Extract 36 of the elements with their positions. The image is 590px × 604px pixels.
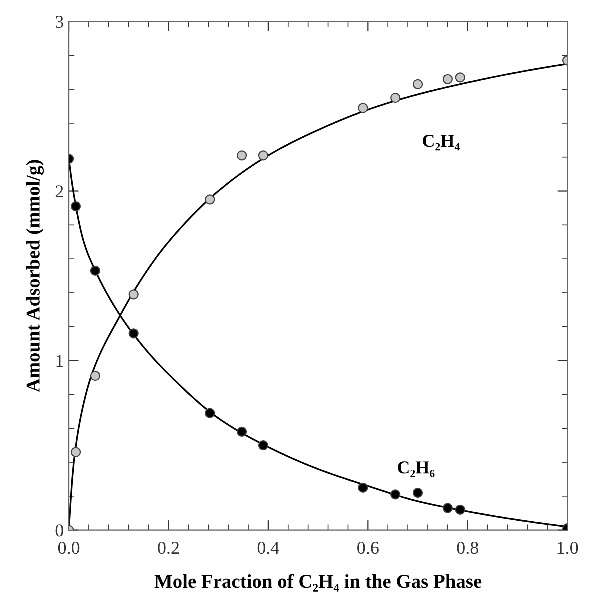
point [358,103,368,114]
y-tick-label: 3 [56,16,64,28]
y-tick-label: 1 [56,355,64,368]
x-tick-label: 0.6 [358,542,379,554]
point [128,328,139,339]
point [455,504,466,516]
point [390,490,401,500]
series-label: C₂H₆ [398,462,435,478]
point [455,72,466,83]
point [236,150,248,161]
point [236,426,248,438]
y-tick-label: 0 [56,524,64,537]
y-axis-title: Amount Adsorbed (mmol/g) [26,160,44,393]
point [90,370,101,382]
x-tick-label: 0.8 [457,542,478,554]
point [358,482,368,493]
point [128,290,139,300]
point [90,266,101,276]
point [390,92,401,104]
text: C₂H₄ [423,135,460,151]
x-tick-label: 0.0 [58,542,80,554]
point [258,150,269,161]
point [442,74,453,84]
y-tick-label: 2 [56,186,64,198]
point [205,408,216,418]
point [70,447,82,458]
point [442,503,453,514]
point [205,194,216,205]
point [258,440,269,451]
point [412,79,424,90]
x-tick-label: 0.2 [158,542,180,554]
point [412,488,424,498]
x-tick-label: 0.4 [258,542,280,554]
x-axis-title: Mole Fraction of C₂H₄ in the Gas Phase [154,574,482,592]
x-tick-label: 1.0 [558,542,578,554]
point [70,201,82,212]
